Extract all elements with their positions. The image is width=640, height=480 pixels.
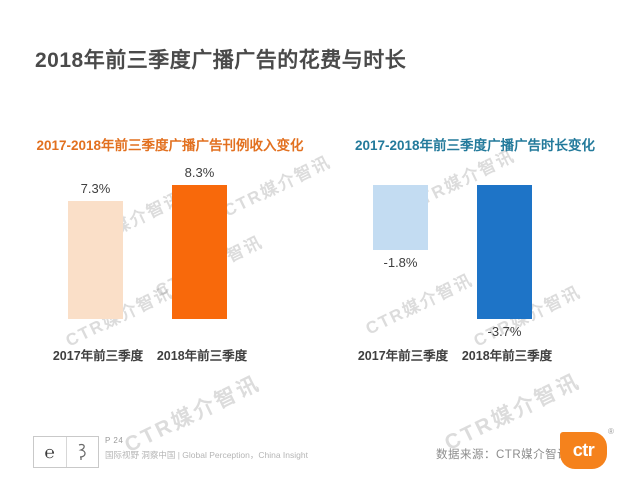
chart-title-revenue: 2017-2018年前三季度广播广告刊例收入变化 (36, 138, 304, 153)
footer-tagline: 国际视野 洞察中国 | Global Perception，China Insi… (105, 450, 308, 460)
category-label: 2017年前三季度 (357, 349, 449, 363)
ctr-logo: ctr (560, 432, 607, 469)
category-label: 2018年前三季度 (461, 349, 553, 363)
certification-mark-icon (65, 437, 99, 467)
page-number: P 24 (105, 436, 124, 445)
bar-column: 8.3% (172, 165, 227, 319)
bar-value-label: -3.7% (487, 324, 522, 339)
bar-value-label: -1.8% (383, 255, 418, 270)
bar-column: 7.3% (68, 181, 123, 319)
bar (172, 185, 227, 319)
bar-column: -3.7% (477, 185, 532, 339)
registered-trademark-icon: ® (608, 427, 614, 436)
estimated-sign-icon: ℮ (44, 442, 55, 462)
data-source-label: 数据来源：CTR媒介智讯 (436, 449, 570, 461)
chart-plot-revenue: 7.3% 8.3% (35, 165, 305, 319)
bar-value-label: 7.3% (80, 181, 111, 196)
category-label: 2017年前三季度 (52, 349, 144, 363)
bar-value-label: 8.3% (184, 165, 215, 180)
certification-logo-box: ℮ (33, 436, 99, 468)
category-label: 2018年前三季度 (156, 349, 248, 363)
bar (68, 201, 123, 319)
page-title: 2018年前三季度广播广告的花费与时长 (35, 49, 407, 72)
bar (477, 185, 532, 319)
ctr-logo-text: ctr (572, 440, 595, 460)
watermark: CTR媒介智讯 (121, 371, 265, 458)
chart-duration-panel: 2017-2018年前三季度广播广告时长变化 -1.8% -3.7% 2017年前… (340, 130, 610, 375)
chart-title-duration: 2017-2018年前三季度广播广告时长变化 (354, 138, 596, 153)
chart-revenue-panel: 2017-2018年前三季度广播广告刊例收入变化 7.3% 8.3% 2017年前… (35, 130, 305, 375)
bar-column: -1.8% (373, 185, 428, 319)
chart-plot-duration: -1.8% -3.7% (340, 185, 610, 339)
bar (373, 185, 428, 250)
